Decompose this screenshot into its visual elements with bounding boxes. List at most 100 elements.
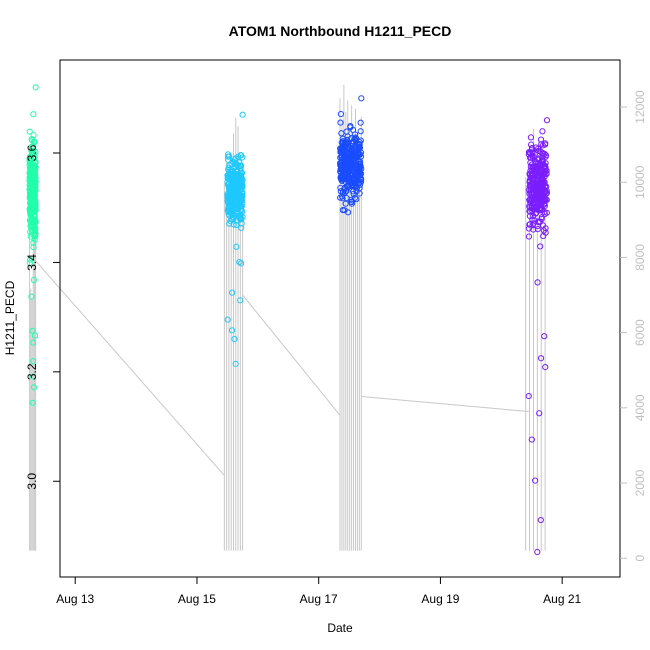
data-point (337, 110, 344, 118)
data-point (543, 209, 550, 216)
data-point (541, 333, 548, 340)
data-point (237, 172, 244, 179)
data-point (356, 140, 363, 148)
data-point (534, 226, 541, 233)
data-point (349, 147, 356, 154)
data-point (348, 135, 355, 142)
data-point (237, 162, 245, 169)
data-point (341, 189, 348, 196)
data-point (337, 194, 344, 201)
data-point (26, 128, 33, 135)
data-point (29, 373, 37, 380)
plot-frame (59, 59, 621, 578)
data-point (32, 177, 39, 184)
data-point (541, 141, 549, 148)
data-point (32, 231, 39, 238)
data-point (27, 194, 34, 201)
data-point (537, 516, 544, 524)
x-tick-label: Aug 13 (56, 592, 94, 606)
data-point (228, 205, 235, 212)
data-point (226, 162, 233, 169)
data-point (358, 95, 365, 102)
data-point (540, 232, 547, 240)
data-point (224, 175, 231, 182)
data-point (238, 220, 245, 227)
data-point (525, 225, 533, 232)
data-point (528, 436, 535, 443)
data-point (31, 162, 38, 169)
data-point (29, 162, 36, 169)
data-point (527, 134, 535, 141)
data-point (343, 128, 350, 135)
data-point (357, 178, 365, 185)
data-point (337, 146, 345, 153)
data-point (233, 243, 240, 250)
data-point (237, 297, 244, 304)
data-point (338, 166, 346, 173)
x-axis-label: Date (327, 621, 353, 635)
data-point (29, 327, 36, 334)
data-point (30, 111, 37, 118)
data-point (338, 130, 345, 137)
y2-tick-label: 6000 (633, 319, 647, 346)
data-point (534, 205, 541, 213)
data-point (233, 200, 240, 207)
data-point (529, 152, 536, 160)
data-point (353, 196, 360, 203)
data-point (239, 111, 246, 118)
data-point (539, 150, 547, 157)
data-point (232, 199, 239, 206)
data-point (357, 176, 365, 184)
data-point (239, 208, 246, 215)
data-point (527, 141, 535, 148)
data-point (231, 335, 238, 343)
data-point (224, 316, 231, 323)
data-point (528, 172, 535, 179)
data-point (229, 289, 236, 296)
data-point (226, 185, 233, 193)
data-point (227, 166, 234, 173)
data-point (343, 194, 350, 202)
data-point (531, 217, 538, 224)
data-point (237, 214, 244, 221)
data-point (237, 212, 244, 219)
data-point (541, 169, 548, 176)
data-point (337, 184, 344, 191)
data-point (356, 163, 363, 170)
data-point (543, 117, 551, 124)
data-point (537, 136, 545, 143)
data-point (340, 174, 347, 181)
data-point (30, 239, 37, 246)
y-tick-label: 3.0 (25, 473, 39, 490)
y2-tick-label: 12000 (633, 90, 647, 124)
data-point (537, 243, 544, 250)
data-point (351, 194, 358, 201)
data-point (348, 198, 355, 205)
data-point (357, 128, 364, 135)
y-tick-label: 3.4 (25, 254, 39, 271)
data-point (232, 360, 239, 367)
data-point (347, 165, 354, 172)
secondary-line-layer (29, 84, 546, 551)
x-tick-label: Aug 17 (300, 592, 338, 606)
data-point (236, 258, 243, 266)
data-point (347, 124, 354, 131)
y-tick-label: 3.2 (25, 363, 39, 380)
secondary-line-segment (242, 294, 341, 416)
data-point (233, 171, 240, 178)
secondary-line-segment (32, 257, 225, 476)
data-point (534, 548, 541, 556)
x-tick-label: Aug 15 (178, 592, 216, 606)
data-point (31, 209, 38, 216)
data-point (525, 392, 532, 400)
data-point (237, 165, 244, 172)
data-point (230, 221, 237, 228)
data-point (347, 182, 354, 190)
data-point (536, 150, 543, 157)
data-point (531, 194, 538, 201)
data-point (532, 477, 539, 484)
data-point (27, 205, 35, 212)
data-point (344, 166, 351, 173)
data-point (543, 196, 550, 203)
data-point (30, 358, 37, 365)
